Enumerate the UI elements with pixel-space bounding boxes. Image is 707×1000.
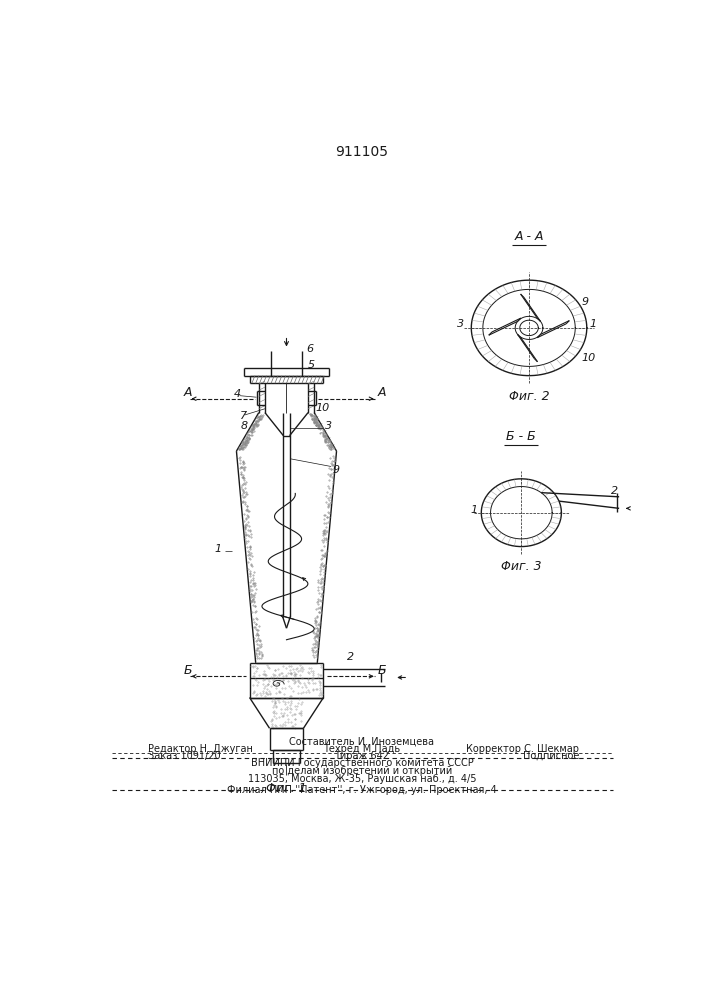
Text: Заказ 1091/20: Заказ 1091/20 [148,751,221,761]
Text: A: A [184,386,192,399]
Text: 8: 8 [240,421,247,431]
Text: 2: 2 [612,486,619,496]
Text: 5: 5 [308,360,315,370]
Text: 911105: 911105 [335,145,388,159]
Text: Корректор С. Шекмар: Корректор С. Шекмар [466,744,579,754]
Text: A - A: A - A [514,230,544,243]
Text: A: A [378,386,387,399]
Text: 9: 9 [333,465,340,475]
Text: Техред М.Падь: Техред М.Падь [323,744,400,754]
Text: Составитель И. Иноземцева: Составитель И. Иноземцева [289,737,435,747]
Text: 1: 1 [215,544,222,554]
Text: Тираж 642: Тираж 642 [334,751,390,761]
Text: 3: 3 [457,319,464,329]
Text: 10: 10 [581,353,595,363]
Text: Филиал ППП ''Патент'', г. Ужгород, ул. Проектная, 4: Филиал ППП ''Патент'', г. Ужгород, ул. П… [227,785,497,795]
Text: 1: 1 [471,505,478,515]
Text: 1: 1 [590,319,597,329]
Text: Редактор Н. Джуган: Редактор Н. Джуган [148,744,253,754]
Text: 10: 10 [316,403,330,413]
Text: Φиг. 1: Φиг. 1 [266,782,307,795]
Text: 9: 9 [581,297,588,307]
Text: Подписное: Подписное [522,751,579,761]
Text: ВНИИПИ Государственного комитета СССР: ВНИИПИ Государственного комитета СССР [250,758,473,768]
Text: 6: 6 [307,344,314,354]
Text: 113035, Москва, Ж-35, Раушская наб., д. 4/5: 113035, Москва, Ж-35, Раушская наб., д. … [247,774,477,784]
Text: 2: 2 [346,652,354,662]
Text: Б - Б: Б - Б [506,430,536,443]
Text: 4: 4 [233,389,240,399]
Text: Φиг. 3: Φиг. 3 [501,560,542,573]
Text: Φиг. 2: Φиг. 2 [509,389,549,402]
Text: Б: Б [378,664,387,677]
Text: 3: 3 [325,421,332,431]
Text: 7: 7 [240,411,247,421]
Text: Б: Б [184,664,193,677]
Text: по делам изобретений и открытий: по делам изобретений и открытий [271,766,452,776]
